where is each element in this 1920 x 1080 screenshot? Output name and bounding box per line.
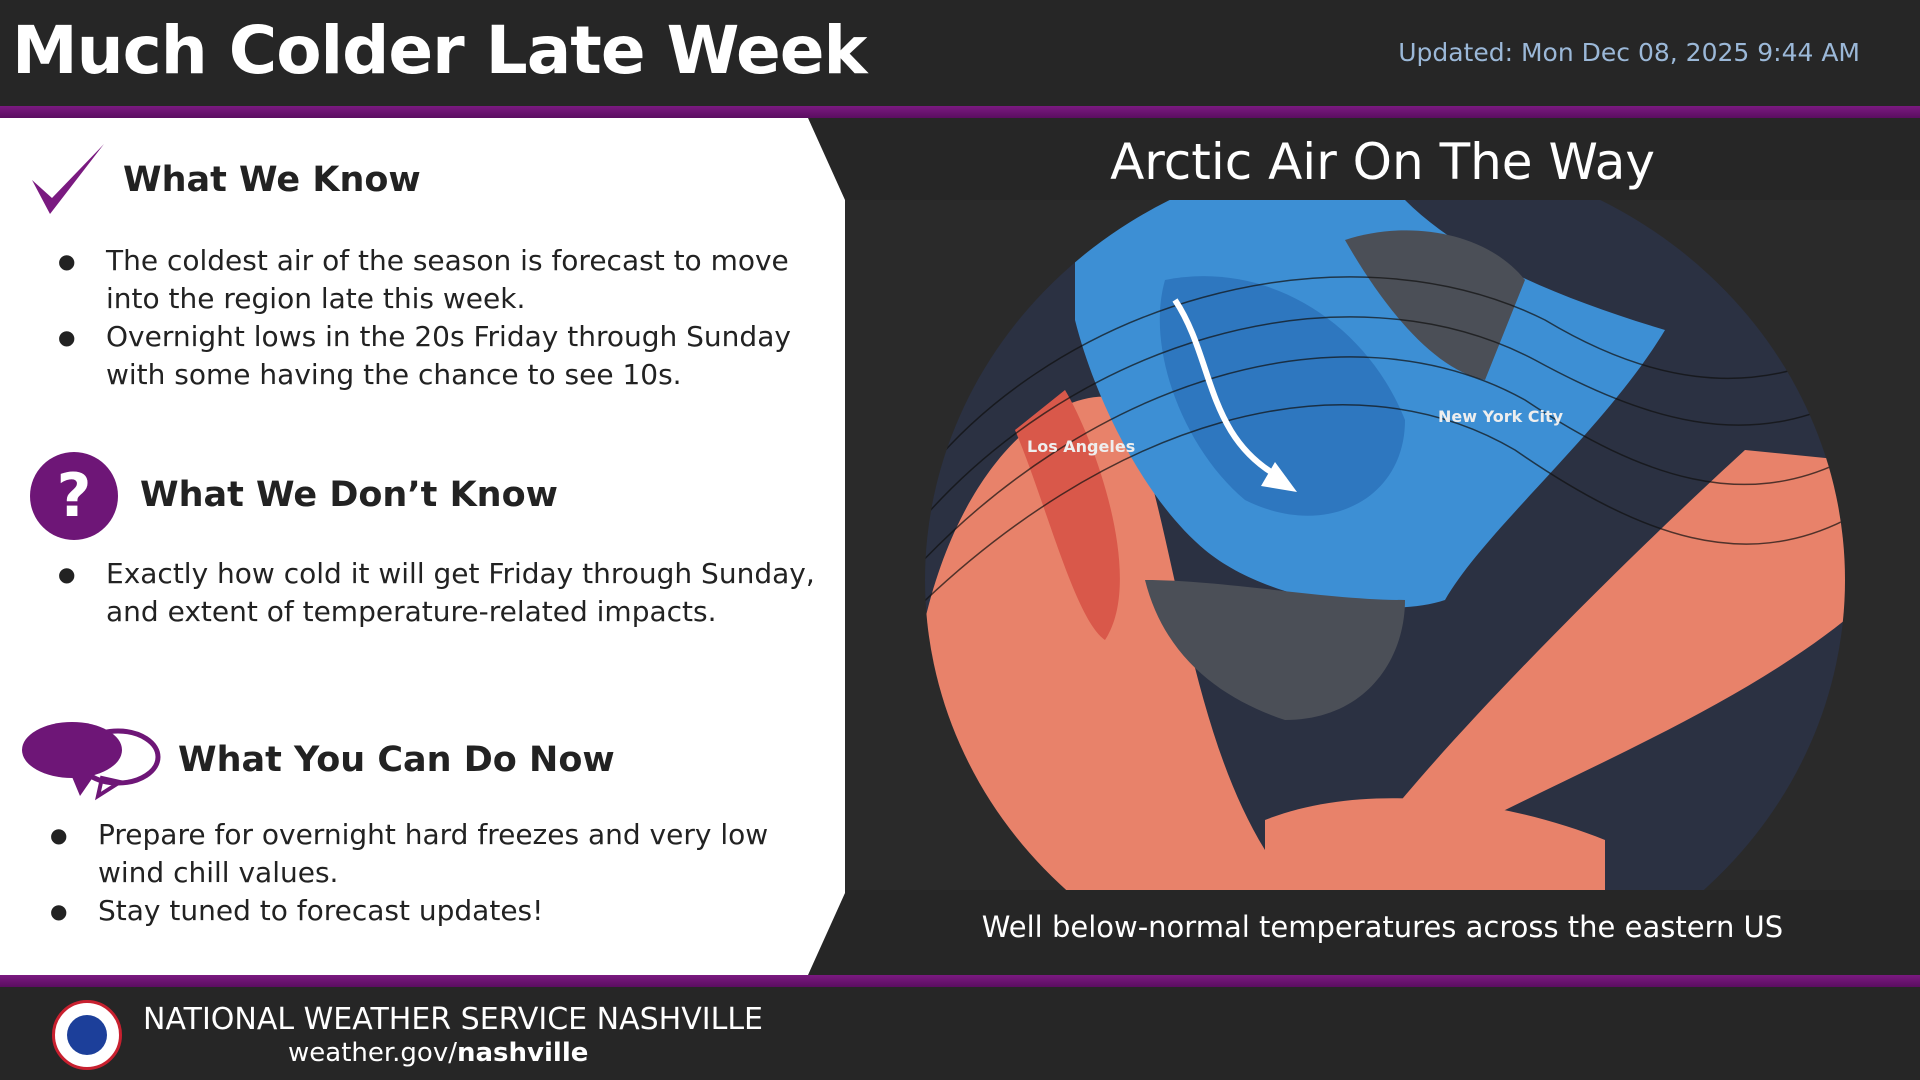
list-item: Prepare for overnight hard freezes and v… — [50, 816, 810, 892]
list-item: Overnight lows in the 20s Friday through… — [58, 318, 808, 394]
warm-anomaly-south — [1265, 798, 1605, 900]
list-item: The coldest air of the season is forecas… — [58, 242, 808, 318]
graphic-title: Arctic Air On The Way — [1110, 133, 1655, 191]
website-link[interactable]: weather.gov/nashville — [288, 1038, 588, 1068]
us-south-land — [1145, 580, 1405, 720]
can-do-list: Prepare for overnight hard freezes and v… — [50, 816, 810, 930]
warm-anomaly-west — [925, 396, 1265, 900]
question-icon: ? — [30, 452, 118, 540]
know-list: The coldest air of the season is forecas… — [58, 242, 808, 394]
warm-core-west — [1015, 390, 1120, 640]
what-we-know-heading: What We Know — [123, 160, 421, 200]
nws-logo-inner — [67, 1015, 107, 1055]
speech-bubbles-icon — [22, 722, 161, 801]
dont-know-list: Exactly how cold it will get Friday thro… — [58, 555, 818, 631]
label-new-york-city: New York City — [1438, 407, 1564, 426]
height-contours — [925, 276, 1845, 621]
temperature-anomaly-map: Los Angeles New York City — [845, 150, 1920, 1010]
what-we-dont-know-heading: What We Don’t Know — [140, 475, 558, 515]
bottom-divider — [0, 975, 1920, 987]
canada-land — [1345, 230, 1525, 380]
cold-core — [1159, 276, 1405, 516]
updated-timestamp: Updated: Mon Dec 08, 2025 9:44 AM — [1398, 38, 1860, 67]
label-los-angeles: Los Angeles — [1027, 437, 1135, 456]
what-you-can-do-heading: What You Can Do Now — [178, 740, 615, 780]
list-item: Exactly how cold it will get Friday thro… — [58, 555, 818, 631]
arrow-head-icon — [1261, 462, 1297, 492]
checkmark-icon — [32, 144, 104, 214]
graphic-caption: Well below-normal temperatures across th… — [981, 910, 1784, 944]
list-item: Stay tuned to forecast updates! — [50, 892, 810, 930]
url-prefix: weather.gov/ — [288, 1038, 457, 1068]
footer — [0, 988, 1920, 1080]
nws-logo — [52, 1000, 122, 1070]
arrow-icon — [1172, 298, 1287, 483]
url-bold: nashville — [457, 1038, 589, 1068]
page-title: Much Colder Late Week — [12, 12, 867, 89]
header: Much Colder Late Week Updated: Mon Dec 0… — [0, 0, 1920, 106]
top-divider — [0, 106, 1920, 118]
org-name: NATIONAL WEATHER SERVICE NASHVILLE — [143, 1002, 763, 1037]
warm-anomaly-atlantic — [1385, 450, 1845, 820]
